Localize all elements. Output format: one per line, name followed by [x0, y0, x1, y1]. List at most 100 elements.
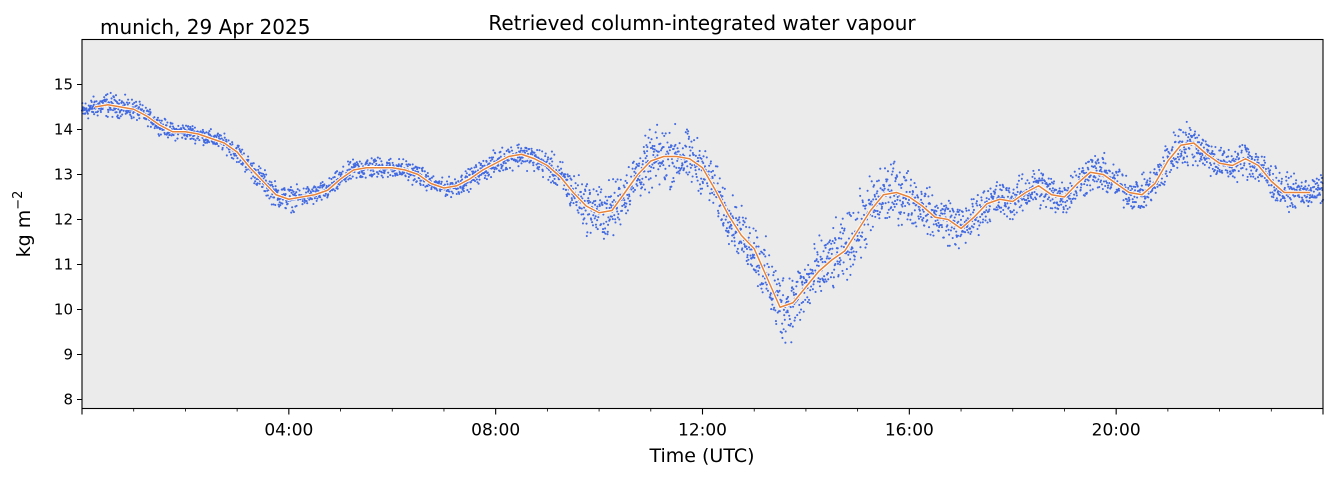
scatter-point	[840, 237, 843, 240]
scatter-point	[504, 162, 507, 165]
scatter-point	[912, 191, 915, 194]
scatter-point	[768, 254, 771, 257]
scatter-point	[256, 182, 259, 185]
scatter-point	[905, 179, 908, 182]
scatter-point	[871, 225, 874, 228]
scatter-point	[383, 170, 386, 173]
scatter-point	[1044, 195, 1047, 198]
scatter-point	[910, 212, 913, 215]
scatter-point	[730, 240, 733, 243]
scatter-point	[1253, 166, 1256, 169]
scatter-point	[1184, 148, 1187, 151]
scatter-point	[388, 163, 392, 167]
scatter-point	[481, 165, 484, 168]
scatter-point	[1298, 196, 1301, 199]
scatter-point	[489, 176, 493, 179]
scatter-point	[325, 184, 328, 187]
x-axis-label: Time (UTC)	[648, 445, 754, 467]
scatter-point	[659, 149, 663, 152]
scatter-point	[494, 152, 497, 155]
scatter-point	[274, 185, 277, 188]
scatter-point	[993, 191, 996, 194]
scatter-point	[1241, 143, 1244, 147]
scatter-point	[841, 227, 844, 230]
scatter-point	[834, 216, 837, 219]
scatter-point	[103, 96, 106, 99]
scatter-point	[469, 187, 472, 190]
scatter-point	[1159, 184, 1162, 187]
scatter-point	[146, 125, 149, 128]
scatter-point	[913, 182, 916, 185]
scatter-point	[411, 163, 414, 166]
scatter-point	[742, 219, 745, 222]
scatter-point	[837, 273, 840, 277]
scatter-point	[1301, 198, 1304, 201]
scatter-point	[1095, 162, 1098, 165]
scatter-point	[1271, 191, 1274, 194]
scatter-point	[203, 132, 206, 135]
scatter-point	[724, 229, 728, 232]
scatter-point	[817, 277, 820, 280]
scatter-point	[473, 166, 476, 169]
scatter-point	[1018, 174, 1021, 177]
scatter-point	[1046, 198, 1049, 201]
scatter-point	[859, 246, 862, 249]
scatter-point	[732, 233, 735, 236]
scatter-point	[978, 204, 981, 207]
scatter-point	[561, 161, 564, 164]
scatter-point	[972, 211, 975, 214]
scatter-point	[381, 176, 384, 179]
scatter-point	[579, 190, 582, 194]
scatter-point	[1186, 164, 1189, 167]
scatter-point	[1223, 160, 1226, 163]
scatter-point	[244, 166, 247, 169]
scatter-point	[675, 171, 678, 174]
scatter-point	[1105, 180, 1108, 183]
scatter-point	[1183, 161, 1187, 164]
scatter-point	[694, 154, 697, 157]
scatter-point	[809, 268, 812, 271]
scatter-point	[653, 144, 656, 148]
scatter-point	[1052, 182, 1055, 185]
scatter-point	[588, 191, 592, 194]
scatter-point	[948, 244, 951, 247]
scatter-point	[880, 207, 883, 210]
scatter-point	[596, 228, 599, 231]
scatter-point	[813, 247, 816, 250]
scatter-point	[818, 285, 822, 288]
scatter-point	[1196, 164, 1199, 167]
scatter-point	[922, 210, 925, 213]
scatter-point	[573, 197, 576, 200]
scatter-point	[934, 205, 937, 208]
scatter-point	[980, 196, 983, 199]
scatter-point	[794, 292, 798, 296]
scatter-point	[277, 189, 280, 192]
scatter-point	[883, 167, 887, 170]
scatter-point	[943, 209, 947, 212]
scatter-point	[344, 180, 347, 183]
scatter-point	[1233, 176, 1236, 179]
scatter-point	[1016, 190, 1019, 194]
scatter-point	[1280, 180, 1283, 183]
scatter-point	[101, 107, 104, 110]
scatter-point	[743, 221, 746, 224]
scatter-point	[341, 170, 344, 173]
scatter-point	[570, 198, 574, 202]
scatter-point	[438, 180, 441, 183]
scatter-point	[1201, 153, 1204, 157]
scatter-point	[427, 175, 430, 178]
scatter-point	[1045, 205, 1048, 208]
scatter-point	[220, 137, 223, 140]
scatter-point	[1058, 204, 1061, 207]
scatter-point	[460, 174, 463, 177]
scatter-point	[391, 174, 394, 177]
scatter-point	[1095, 180, 1098, 183]
scatter-point	[921, 219, 924, 222]
scatter-point	[758, 266, 761, 269]
scatter-point	[994, 188, 997, 191]
scatter-point	[171, 122, 174, 125]
scatter-point	[524, 160, 527, 163]
scatter-point	[635, 183, 638, 186]
scatter-point	[1219, 146, 1223, 149]
scatter-point	[746, 256, 749, 259]
